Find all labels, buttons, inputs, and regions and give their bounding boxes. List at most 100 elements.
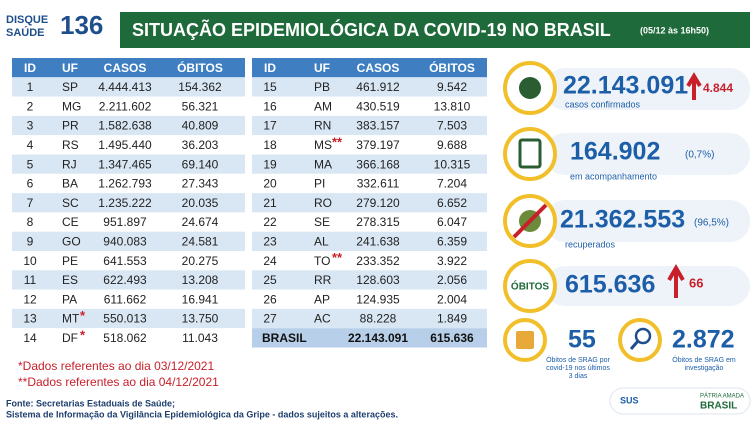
- cell-id: 17: [263, 119, 277, 133]
- cell-uf: CE: [62, 215, 79, 229]
- cell-casos: 233.352: [356, 254, 400, 268]
- srag-value: 55: [568, 326, 596, 354]
- table-row: [252, 289, 487, 309]
- confirmed-label: casos confirmados: [565, 99, 641, 109]
- table-row: [252, 251, 487, 271]
- table-row: [12, 77, 245, 97]
- source: Sistema de Informação da Vigilância Epid…: [6, 409, 398, 419]
- cell-casos: 1.235.222: [98, 196, 152, 210]
- cell-casos: 518.062: [103, 331, 147, 345]
- cell-id: 8: [27, 215, 34, 229]
- cell-id: 2: [27, 99, 34, 113]
- icon-shape: [512, 203, 548, 239]
- cell-uf: GO: [62, 235, 81, 249]
- cell-id: 3: [27, 119, 34, 133]
- panel: [545, 68, 750, 110]
- table-row: [252, 231, 487, 251]
- cell-obitos: 16.941: [182, 292, 219, 306]
- country: BRASIL: [700, 401, 737, 412]
- cell-casos: 641.553: [103, 254, 147, 268]
- cell-id: 27: [263, 312, 277, 326]
- tables: ID UF CASOS ÓBITOS 1 SP 4.444.413 154.362 2 MG 2.2…: [12, 58, 487, 348]
- cell-uf: AL: [314, 235, 329, 249]
- cell-id: 11: [24, 273, 37, 287]
- cell-casos: 88.228: [360, 312, 397, 326]
- cell-obitos: 7.503: [437, 119, 467, 133]
- investigation-label: Óbitos de SRAG em: [672, 355, 736, 364]
- table-row: [252, 154, 487, 174]
- cell-casos: 1.582.638: [98, 119, 152, 133]
- cell-id: 19: [263, 157, 277, 171]
- cell-casos: 241.638: [356, 235, 400, 249]
- cell-id: 20: [263, 177, 277, 191]
- cell-uf: PI: [314, 177, 325, 191]
- arrow-up: [667, 264, 685, 298]
- table-row: [12, 135, 245, 155]
- cell-uf: PB: [314, 80, 330, 94]
- cell-uf: ES: [62, 273, 78, 287]
- cell-uf: MG: [62, 99, 81, 113]
- investigation-value: 2.872: [672, 326, 735, 354]
- cell-obitos: 20.275: [182, 254, 219, 268]
- panel: [545, 266, 750, 306]
- cell-obitos: 24.581: [182, 235, 219, 249]
- srag-label: 3 dias: [569, 373, 588, 380]
- cell-casos: 128.603: [356, 273, 400, 287]
- stats: ÓBITOS 22.143.091 4.844 casos confirmado…: [503, 61, 750, 380]
- cell-id: 14: [23, 331, 37, 345]
- source: Fonte: Secretarias Estaduais de Saúde;: [6, 398, 175, 408]
- cell-casos: 278.315: [356, 215, 400, 229]
- cell-casos: 622.493: [103, 273, 147, 287]
- cell-uf: AM: [314, 99, 332, 113]
- column-header: CASOS: [104, 61, 147, 75]
- cell-casos: 4.444.413: [98, 80, 152, 94]
- monitoring-value: 164.902: [570, 138, 660, 166]
- srag-label: covid-19 nos últimos: [546, 365, 610, 372]
- cell-id: 21: [263, 196, 277, 210]
- cell-obitos: 11.043: [182, 331, 218, 345]
- cell-id: 26: [263, 292, 277, 306]
- cell-obitos: 13.208: [182, 273, 219, 287]
- cell-obitos: 3.922: [437, 254, 467, 268]
- total-obitos: 615.636: [430, 331, 474, 345]
- total-label: BRASIL: [262, 331, 307, 345]
- icon-shape: [518, 138, 542, 169]
- cell-casos: 379.197: [356, 138, 400, 152]
- cell-uf: AC: [314, 312, 331, 326]
- deaths-badge: ÓBITOS: [511, 280, 549, 293]
- column-header: ID: [24, 61, 36, 75]
- cell-casos: 1.262.793: [98, 177, 152, 191]
- header-row: [252, 58, 487, 78]
- cell-uf: PE: [62, 254, 78, 268]
- cell-casos: 461.912: [356, 80, 400, 94]
- cell-casos: 1.347.465: [98, 157, 152, 171]
- recovered-value: 21.362.553: [560, 206, 685, 234]
- cell-obitos: 40.809: [182, 119, 219, 133]
- cell-id: 4: [27, 138, 34, 152]
- deaths-change: 66: [689, 275, 703, 290]
- cell-id: 25: [263, 273, 277, 287]
- cell-obitos: 24.674: [182, 215, 219, 229]
- table-row: [252, 212, 487, 232]
- arrow-up: [686, 72, 702, 100]
- cell-id: 5: [27, 157, 34, 171]
- cell-uf: RS: [62, 138, 79, 152]
- cell-id: 15: [263, 80, 277, 94]
- table-row: [252, 77, 487, 97]
- cell-obitos: 69.140: [182, 157, 219, 171]
- icon-shape: [629, 340, 640, 350]
- column-header: UF: [62, 61, 78, 75]
- table-row: [12, 231, 245, 251]
- table-row: [252, 115, 487, 136]
- table-row: [12, 212, 245, 232]
- cell-uf: AP: [314, 292, 330, 306]
- cell-obitos: 1.849: [437, 312, 467, 326]
- table-row: [12, 308, 245, 329]
- cell-uf: RN: [314, 119, 331, 133]
- table-row: [12, 251, 245, 271]
- cell-uf: MT: [62, 312, 80, 326]
- panel: [545, 133, 750, 175]
- total-casos: 22.143.091: [348, 331, 408, 345]
